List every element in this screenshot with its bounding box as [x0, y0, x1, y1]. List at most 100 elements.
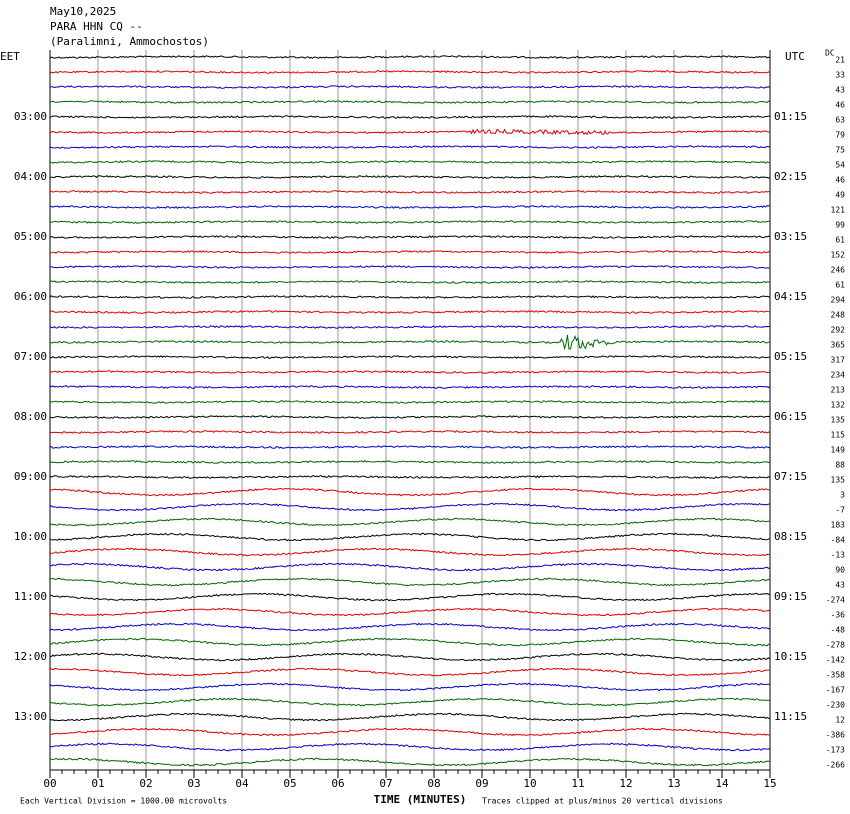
trace [49, 145, 771, 149]
dc-value: 3 [840, 491, 845, 500]
x-tick-label: 02 [139, 777, 152, 790]
dc-value: -142 [826, 656, 845, 665]
left-time-label: 04:00 [14, 170, 47, 183]
x-tick-label: 07 [379, 777, 392, 790]
trace [49, 607, 771, 617]
trace [49, 415, 771, 419]
right-time-label: 04:15 [774, 290, 807, 303]
dc-value: 46 [835, 176, 845, 185]
trace [49, 400, 771, 404]
dc-value: 294 [831, 296, 846, 305]
trace [49, 697, 771, 707]
scale-note: Each Vertical Division = 1000.00 microvo… [20, 797, 227, 806]
dc-value: -48 [831, 626, 846, 635]
dc-value: 61 [835, 236, 845, 245]
x-tick-label: 08 [427, 777, 440, 790]
dc-value: -84 [831, 536, 846, 545]
trace [49, 577, 771, 587]
left-time-label: 13:00 [14, 710, 47, 723]
trace [49, 100, 771, 104]
trace [49, 592, 771, 602]
dc-value: 135 [831, 476, 846, 485]
left-time-label: 12:00 [14, 650, 47, 663]
dc-value: 90 [835, 566, 845, 575]
x-tick-label: 13 [667, 777, 680, 790]
dc-value: 365 [831, 341, 846, 350]
dc-value: 46 [835, 101, 845, 110]
trace [49, 334, 771, 351]
trace [49, 205, 770, 209]
right-time-label: 08:15 [774, 530, 807, 543]
dc-value: 75 [835, 146, 845, 155]
trace [49, 502, 771, 512]
dc-value: -7 [835, 506, 845, 515]
x-tick-label: 14 [715, 777, 729, 790]
trace [49, 190, 771, 194]
trace [49, 742, 771, 752]
trace [49, 295, 771, 299]
dc-value: -274 [826, 596, 845, 605]
trace [49, 430, 771, 434]
trace [49, 667, 771, 677]
x-tick-label: 06 [331, 777, 344, 790]
location: (Paralimni, Ammochostos) [50, 35, 209, 48]
right-time-label: 09:15 [774, 590, 807, 603]
dc-value: -278 [826, 641, 845, 650]
trace [49, 325, 771, 329]
dc-value: 183 [831, 521, 846, 530]
dc-value: 135 [831, 416, 846, 425]
trace [49, 355, 771, 359]
trace [49, 160, 771, 164]
left-time-label: 07:00 [14, 350, 47, 363]
left-time-label: 08:00 [14, 410, 47, 423]
x-tick-label: 04 [235, 777, 249, 790]
right-time-label: 06:15 [774, 410, 807, 423]
trace [49, 85, 771, 89]
right-time-label: 05:15 [774, 350, 807, 363]
trace [49, 280, 771, 284]
trace [49, 487, 771, 497]
right-time-label: 11:15 [774, 710, 807, 723]
trace [49, 474, 771, 479]
dc-value: -36 [831, 611, 846, 620]
trace [49, 250, 771, 254]
trace [49, 235, 771, 239]
dc-title: DC [825, 49, 835, 58]
dc-value: 99 [835, 221, 845, 230]
dc-value: -266 [826, 761, 845, 770]
trace [49, 517, 771, 527]
x-tick-label: 15 [763, 777, 776, 790]
dc-value: 49 [835, 191, 845, 200]
left-time-label: 06:00 [14, 290, 47, 303]
left-axis-title: EET [0, 50, 20, 63]
dc-value: 79 [835, 131, 845, 140]
trace [49, 128, 771, 136]
dc-value: 88 [835, 461, 845, 470]
dc-value: 292 [831, 326, 846, 335]
trace [49, 652, 771, 662]
trace [49, 622, 771, 632]
x-tick-label: 12 [619, 777, 632, 790]
left-time-label: 10:00 [14, 530, 47, 543]
dc-value: 149 [831, 446, 846, 455]
trace [49, 70, 771, 74]
trace [49, 265, 771, 269]
dc-value: 43 [835, 581, 845, 590]
trace [49, 370, 771, 374]
trace [49, 115, 770, 119]
dc-value: -173 [826, 746, 845, 755]
right-time-label: 02:15 [774, 170, 807, 183]
x-tick-label: 01 [91, 777, 104, 790]
trace [49, 385, 771, 389]
trace [49, 175, 771, 179]
dc-value: 246 [831, 266, 846, 275]
date: May10,2025 [50, 5, 116, 18]
right-time-label: 03:15 [774, 230, 807, 243]
trace [49, 220, 771, 224]
dc-value: -230 [826, 701, 845, 710]
dc-value: -13 [831, 551, 846, 560]
right-time-label: 07:15 [774, 470, 807, 483]
trace [49, 532, 770, 542]
trace [49, 445, 771, 449]
